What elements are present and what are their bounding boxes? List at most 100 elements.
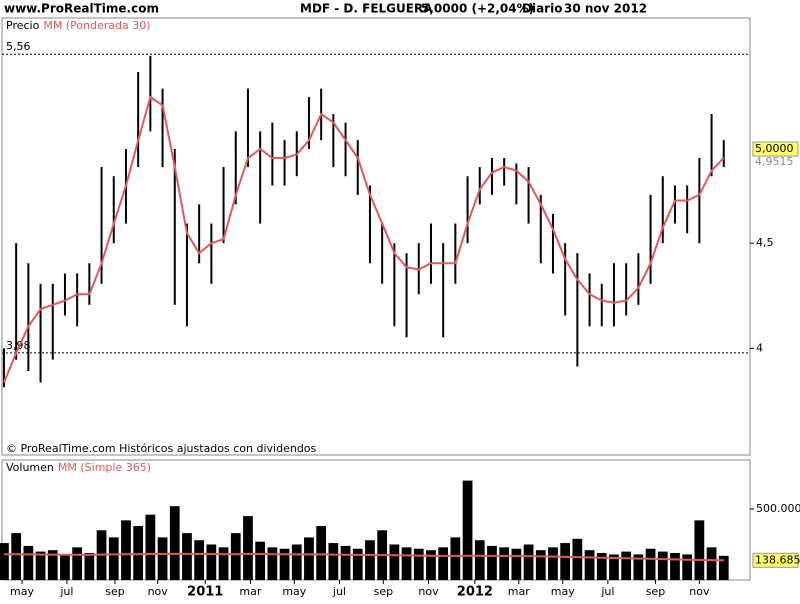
- volume-bar: [706, 547, 717, 580]
- x-tick-label: mar: [239, 585, 261, 598]
- x-tick-label: jul: [59, 585, 73, 598]
- volume-bar: [584, 550, 595, 580]
- period: Diario: [522, 2, 562, 16]
- volume-bar: [499, 547, 510, 580]
- price-bar: [503, 158, 506, 186]
- price-bar: [539, 194, 542, 264]
- volume-bar: [645, 548, 656, 580]
- volume-bar: [657, 551, 668, 580]
- price-bar: [210, 223, 213, 284]
- volume-bar: [487, 545, 497, 580]
- x-tick-label: jul: [332, 585, 346, 598]
- volume-bar: [23, 545, 34, 580]
- x-tick-label: 2011: [187, 585, 223, 600]
- price-bar: [478, 167, 481, 205]
- price-bar: [246, 88, 249, 168]
- symbol: MDF - D. FELGUERA: [300, 2, 433, 16]
- price-bar: [2, 348, 5, 388]
- price-bar: [625, 263, 628, 316]
- volume-panel: [1, 459, 751, 581]
- price-bar: [271, 122, 274, 186]
- x-tick-label: jul: [600, 585, 614, 598]
- panel-title: Volumen: [6, 461, 54, 474]
- volume-bar: [718, 555, 729, 580]
- x-tick-label: sep: [646, 585, 665, 598]
- volume-bar: [596, 553, 607, 580]
- volume-bar: [230, 533, 241, 580]
- volume-bar: [426, 550, 436, 580]
- site: www.ProRealTime.com: [4, 2, 159, 16]
- price-bar: [588, 273, 591, 327]
- price-panel: [1, 17, 751, 456]
- last-value-box: [752, 141, 799, 157]
- volume-bar: [462, 480, 473, 580]
- volume-bar: [328, 543, 339, 580]
- footnote: © ProRealTime.com Históricos ajustados c…: [6, 442, 317, 455]
- volume-bar: [633, 554, 644, 580]
- price-bar: [39, 283, 42, 383]
- volume-bar: [84, 553, 95, 580]
- volume-bar: [535, 550, 546, 580]
- volume-bar: [121, 520, 131, 580]
- price-bar: [198, 204, 201, 264]
- reference-label: 3,98: [6, 339, 31, 352]
- volume-bar: [267, 547, 278, 580]
- panel-title: Precio: [6, 19, 40, 32]
- volume-bar: [670, 553, 680, 580]
- x-tick-label: nov: [689, 585, 710, 598]
- x-tick-label: may: [10, 585, 34, 598]
- price-bar: [222, 167, 225, 244]
- price-bar: [100, 167, 103, 284]
- price-bar: [442, 243, 445, 338]
- price-bar: [112, 176, 115, 244]
- volume-bar: [511, 548, 522, 580]
- last-value-label: 4,9515: [755, 155, 794, 168]
- price-bar: [600, 283, 603, 327]
- volume-bar: [206, 544, 217, 580]
- volume-bar: [145, 514, 156, 580]
- price-bar: [527, 167, 530, 224]
- price-bar: [661, 176, 664, 244]
- last-value-box: [752, 552, 799, 568]
- volume-bar: [133, 526, 144, 580]
- y-tick-label: 4: [756, 341, 763, 354]
- price-bar: [649, 194, 652, 284]
- volume-bar: [474, 540, 485, 580]
- volume-bar: [11, 533, 22, 580]
- volume-bar: [365, 540, 375, 580]
- volume-bar: [523, 544, 534, 580]
- volume-bar: [621, 551, 632, 580]
- price-bar: [356, 140, 359, 195]
- price-bar: [454, 223, 457, 284]
- legend-entry: MM (Simple 365): [58, 461, 151, 474]
- price-bar: [381, 223, 384, 284]
- price-bar: [551, 213, 554, 274]
- volume-bar: [694, 520, 705, 580]
- legend-entry: MM (Ponderada 30): [43, 19, 150, 32]
- volume-bar: [316, 526, 327, 580]
- volume-bar: [218, 547, 229, 580]
- x-tick-label: 2012: [457, 585, 493, 600]
- x-tick-label: may: [551, 585, 575, 598]
- volume-bar: [413, 548, 424, 580]
- price-bar: [722, 140, 725, 168]
- ma-line: [3, 552, 724, 562]
- price-bar: [149, 55, 152, 132]
- price-bar: [27, 263, 30, 372]
- volume-bar: [60, 554, 70, 580]
- price-bar: [234, 131, 237, 205]
- volume-bar: [352, 548, 363, 580]
- ma-line: [3, 95, 725, 383]
- volume-bar: [194, 540, 205, 580]
- volume-bar: [389, 544, 400, 580]
- volume-bar: [0, 543, 9, 580]
- volume-bar: [255, 541, 266, 580]
- price-bar: [673, 185, 676, 224]
- price-bar: [76, 273, 79, 327]
- price-bar: [137, 72, 140, 168]
- price-bar: [429, 223, 432, 284]
- price-bar: [612, 263, 615, 327]
- volume-bar: [157, 537, 168, 580]
